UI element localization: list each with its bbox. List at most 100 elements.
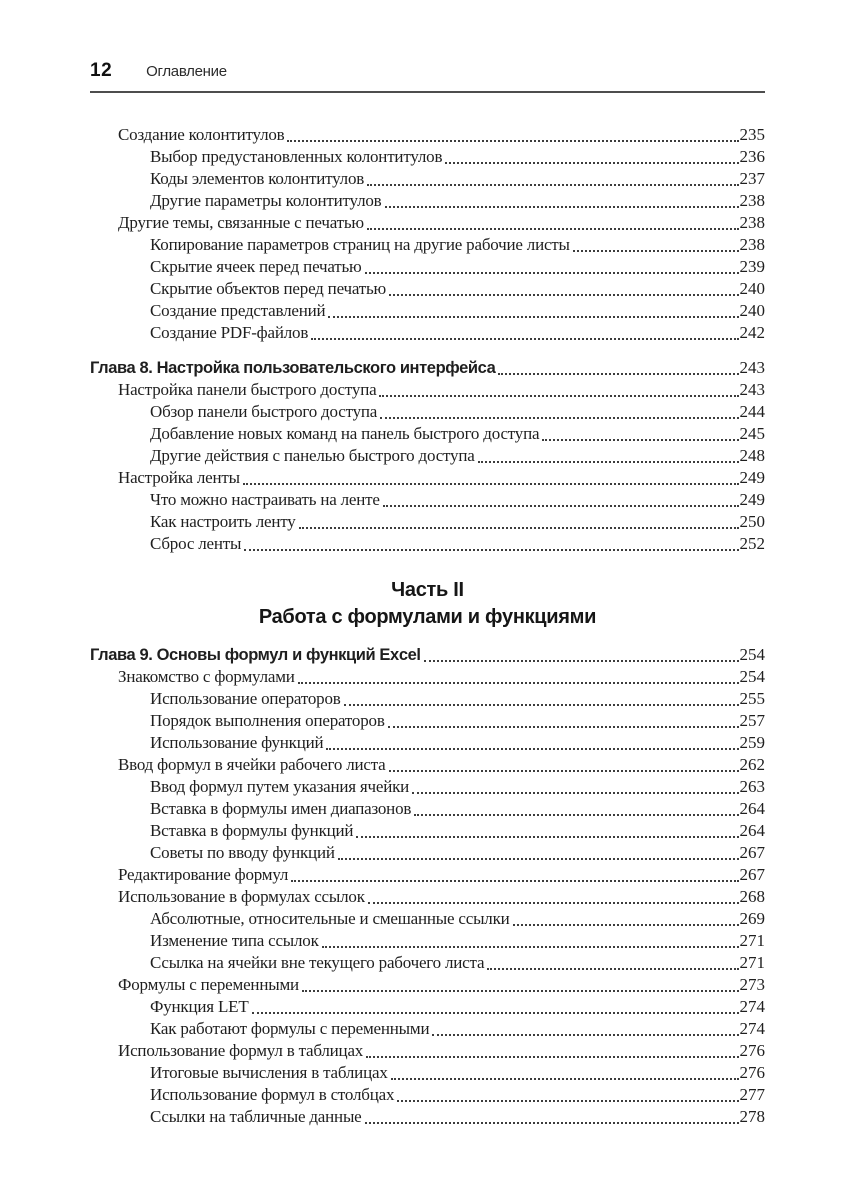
toc-entry-page: 249 xyxy=(739,490,766,509)
toc-entry-row: Добавление новых команд на панель быстро… xyxy=(90,423,765,445)
toc-entry-page: 263 xyxy=(739,777,766,796)
toc-entry-row: Обзор панели быстрого доступа 244 xyxy=(90,401,765,423)
toc-entry-title: Другие темы, связанные с печатью xyxy=(118,213,364,232)
toc-entry-page: 249 xyxy=(739,468,766,487)
toc: Создание колонтитулов 235 Выбор предустано… xyxy=(90,124,765,1128)
toc-section-entries: Создание колонтитулов 235 Выбор предустано… xyxy=(90,124,765,344)
dot-leader xyxy=(362,256,740,278)
toc-entry-page: 257 xyxy=(739,711,766,730)
dot-leader xyxy=(363,1040,739,1062)
toc-entry-row: Формулы с переменными 273 xyxy=(90,974,765,996)
toc-entry-row: Абсолютные, относительные и смешанные сс… xyxy=(90,908,765,930)
toc-entry-row: Скрытие объектов перед печатью 240 xyxy=(90,278,765,300)
dot-leader xyxy=(570,234,740,256)
dot-leader xyxy=(365,886,740,908)
toc-entry-row: Создание PDF-файлов 242 xyxy=(90,322,765,344)
toc-entry-title: Сброс ленты xyxy=(150,534,242,553)
toc-entry-title: Редактирование формул xyxy=(118,865,289,884)
part-subtitle: Работа с формулами и функциями xyxy=(258,606,597,628)
toc-entry-row: Советы по вводу функций 267 xyxy=(90,842,765,864)
toc-entry-page: 269 xyxy=(739,909,766,928)
toc-entry-page: 262 xyxy=(739,755,766,774)
toc-entry-page: 267 xyxy=(739,865,766,884)
toc-entry-title: Вставка в формулы имен диапазонов xyxy=(150,799,412,818)
toc-entry-page: 239 xyxy=(739,257,766,276)
toc-entry-page: 276 xyxy=(739,1041,766,1060)
toc-entry-title: Добавление новых команд на панель быстро… xyxy=(150,424,540,443)
toc-entry-row: Ввод формул путем указания ячейки 263 xyxy=(90,776,765,798)
toc-entry-row: Порядок выполнения операторов 257 xyxy=(90,710,765,732)
dot-leader xyxy=(308,322,739,344)
toc-entry-page: 244 xyxy=(739,402,766,421)
toc-entry-title: Другие параметры колонтитулов xyxy=(150,191,382,210)
toc-entry-title: Обзор панели быстрого доступа xyxy=(150,402,378,421)
part-title: Часть II xyxy=(391,579,464,601)
dot-leader xyxy=(442,146,739,168)
toc-section-part: Часть II Работа с формулами и функциями xyxy=(90,577,765,631)
toc-entry-page: 271 xyxy=(739,931,766,950)
toc-entry-title: Использование в формулах ссылок xyxy=(118,887,365,906)
dot-leader xyxy=(376,379,739,401)
toc-entry-title: Изменение типа ссылок xyxy=(150,931,319,950)
dot-leader xyxy=(484,952,739,974)
toc-entry-title: Что можно настраивать на ленте xyxy=(150,490,380,509)
toc-entry-page: 254 xyxy=(739,645,766,664)
toc-section-chapter: Глава 9. Основы формул и функций Excel 25… xyxy=(90,644,765,1128)
toc-entry-page: 259 xyxy=(739,733,766,752)
dot-leader xyxy=(385,710,740,732)
page-header: 12 Оглавление xyxy=(90,60,765,93)
toc-entry-page: 255 xyxy=(739,689,766,708)
toc-entry-title: Советы по вводу функций xyxy=(150,843,335,862)
dot-leader xyxy=(341,688,740,710)
toc-entry-title: Ввод формул путем указания ячейки xyxy=(150,777,410,796)
toc-chapter-row: Глава 9. Основы формул и функций Excel 25… xyxy=(90,644,765,666)
dot-leader xyxy=(388,1062,740,1084)
toc-entry-row: Как работают формулы с переменными 274 xyxy=(90,1018,765,1040)
toc-entry-page: 235 xyxy=(739,125,766,144)
dot-leader xyxy=(382,190,740,212)
toc-chapter-row: Глава 8. Настройка пользовательского инт… xyxy=(90,357,765,379)
toc-entry-title: Настройка панели быстрого доступа xyxy=(118,380,377,399)
dot-leader xyxy=(495,357,739,379)
toc-entry-title: Коды элементов колонтитулов xyxy=(150,169,365,188)
toc-entry-row: Другие темы, связанные с печатью 238 xyxy=(90,212,765,234)
toc-entry-title: Как настроить ленту xyxy=(150,512,296,531)
toc-entry-page: 238 xyxy=(739,191,766,210)
toc-entry-title: Скрытие объектов перед печатью xyxy=(150,279,387,298)
toc-section-chapter: Глава 8. Настройка пользовательского инт… xyxy=(90,357,765,555)
toc-entry-title: Функция LET xyxy=(150,997,249,1016)
toc-entry-row: Редактирование формул 267 xyxy=(90,864,765,886)
toc-entry-title: Вставка в формулы функций xyxy=(150,821,354,840)
toc-entry-row: Другие действия с панелью быстрого досту… xyxy=(90,445,765,467)
toc-entry-row: Вставка в формулы имен диапазонов 264 xyxy=(90,798,765,820)
dot-leader xyxy=(240,467,740,489)
toc-entry-title: Формулы с переменными xyxy=(118,975,299,994)
toc-entry-row: Использование формул в таблицах 276 xyxy=(90,1040,765,1062)
header-rule xyxy=(90,91,765,93)
toc-entry-page: 245 xyxy=(739,424,766,443)
dot-leader xyxy=(475,445,740,467)
toc-entry-title: Настройка ленты xyxy=(118,468,240,487)
toc-entry-title: Другие действия с панелью быстрого досту… xyxy=(150,446,475,465)
toc-entry-row: Скрытие ячеек перед печатью 239 xyxy=(90,256,765,278)
toc-entry-row: Знакомство с формулами 254 xyxy=(90,666,765,688)
toc-entry-row: Вставка в формулы функций 264 xyxy=(90,820,765,842)
toc-entry-page: 274 xyxy=(739,997,766,1016)
toc-entry-title: Использование формул в столбцах xyxy=(150,1085,395,1104)
toc-entry-row: Сброс ленты 252 xyxy=(90,533,765,555)
toc-entry-row: Настройка панели быстрого доступа 243 xyxy=(90,379,765,401)
toc-entry-row: Ссылка на ячейки вне текущего рабочего л… xyxy=(90,952,765,974)
toc-entry-page: 240 xyxy=(739,301,766,320)
toc-entry-title: Ввод формул в ячейки рабочего листа xyxy=(118,755,386,774)
dot-leader xyxy=(295,666,740,688)
toc-entry-title: Абсолютные, относительные и смешанные сс… xyxy=(150,909,510,928)
toc-entry-page: 277 xyxy=(739,1085,766,1104)
dot-leader xyxy=(335,842,740,864)
toc-entry-page: 274 xyxy=(739,1019,766,1038)
toc-entry-title: Создание колонтитулов xyxy=(118,125,285,144)
toc-entry-title: Использование функций xyxy=(150,733,324,752)
toc-entry-row: Итоговые вычисления в таблицах 276 xyxy=(90,1062,765,1084)
toc-entry-row: Выбор предустановленных колонтитулов 236 xyxy=(90,146,765,168)
toc-entry-title: Создание PDF-файлов xyxy=(150,323,309,342)
toc-entry-title: Создание представлений xyxy=(150,301,326,320)
